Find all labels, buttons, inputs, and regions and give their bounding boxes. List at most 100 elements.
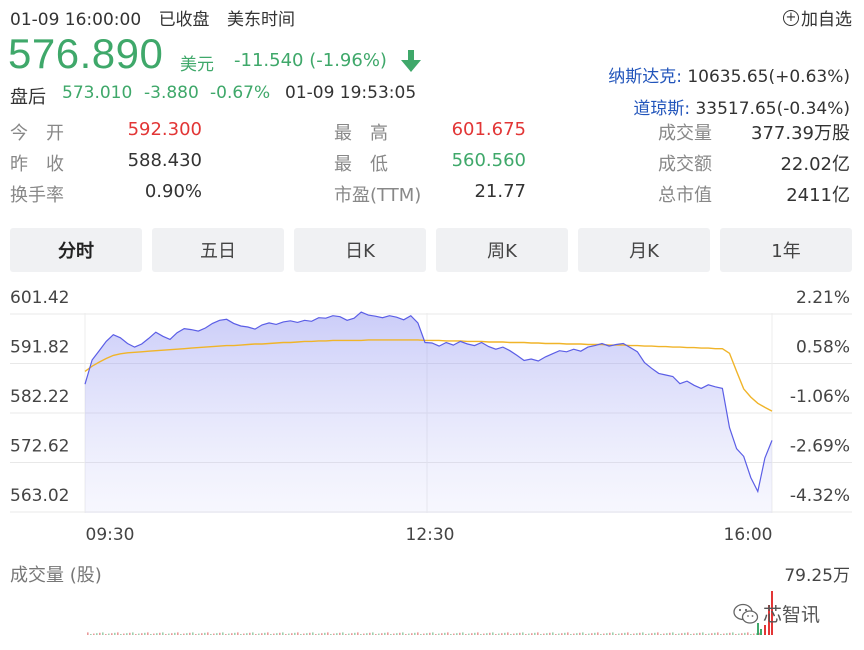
volume-bar: [720, 634, 722, 635]
tab-monthly-k[interactable]: 月K: [578, 228, 710, 272]
volume-bar: [387, 632, 389, 635]
volume-bar: [645, 634, 647, 635]
index-dow[interactable]: 道琼斯: 33517.65(-0.34%): [633, 94, 850, 119]
volume-bar: [402, 632, 404, 635]
volume-bar: [672, 632, 674, 635]
volume-bar: [327, 632, 329, 635]
volume-bar: [534, 632, 536, 635]
volume-bar: [216, 633, 218, 635]
add-watchlist-button[interactable]: + 加自选: [783, 5, 852, 30]
volume-bar: [414, 632, 416, 635]
volume-bar: [168, 633, 170, 635]
volume-bar: [456, 633, 458, 635]
volume-bar: [342, 632, 344, 635]
volume-bar: [201, 633, 203, 635]
y-tick-label: 601.42: [10, 288, 69, 308]
volume-bar: [405, 634, 407, 635]
volume-bar: [300, 634, 302, 635]
volume-bar: [423, 633, 425, 635]
volume-bar: [426, 633, 428, 635]
volume-bar: [483, 633, 485, 635]
volume-bar: [684, 632, 686, 635]
volume-bar: [432, 632, 434, 635]
volume-bar: [639, 632, 641, 635]
volume-bar: [597, 632, 599, 635]
market-status: 已收盘: [158, 10, 210, 30]
volume-bar: [357, 632, 359, 635]
volume-bar: [333, 633, 335, 635]
y-tick-label: 563.02: [10, 486, 69, 506]
volume-bar: [528, 633, 530, 635]
volume-bar: [708, 633, 710, 635]
y-pct-tick-label: -2.69%: [790, 437, 850, 457]
volume-bar: [567, 632, 569, 635]
tab-weekly-k[interactable]: 周K: [436, 228, 568, 272]
quote-datetime: 01-09 16:00:00: [10, 10, 142, 30]
volume-bar: [369, 632, 371, 635]
volume-bar: [213, 633, 215, 635]
volume-bar: [306, 633, 308, 635]
change-percent: (-1.96%): [309, 50, 387, 71]
volume-bar: [660, 634, 662, 635]
volume-bar: [486, 633, 488, 635]
volume-bar: [561, 633, 563, 635]
stat-value-volume: 377.39万股: [751, 123, 850, 144]
volume-bar: [471, 633, 473, 635]
volume-bar: [648, 633, 650, 635]
volume-bar: [363, 633, 365, 635]
volume-bar: [687, 632, 689, 635]
volume-bar: [156, 633, 158, 635]
volume-bar: [339, 632, 341, 635]
volume-bar: [603, 633, 605, 635]
volume-bar: [297, 632, 299, 635]
volume-bar: [555, 634, 557, 635]
volume-bar: [291, 633, 293, 635]
volume-bar: [636, 633, 638, 635]
volume-bar: [438, 633, 440, 635]
volume-bar: [180, 634, 182, 635]
quote-status-line: 01-09 16:00:00 已收盘 美东时间: [10, 5, 307, 30]
volume-bar: [441, 633, 443, 635]
volume-bar: [495, 634, 497, 635]
tab-daily-k[interactable]: 日K: [294, 228, 426, 272]
volume-bar: [348, 633, 350, 635]
volume-bar: [504, 632, 506, 635]
currency-label: 美元: [180, 55, 214, 75]
volume-bar: [237, 632, 239, 635]
change-amount: -11.540: [234, 50, 304, 71]
chart-axis-labels: 601.42 591.82 582.22 572.62 563.02 2.21% 0.58%…: [10, 288, 850, 545]
tab-intraday[interactable]: 分时: [10, 228, 142, 272]
volume-bar: [315, 634, 317, 635]
volume-bar: [171, 633, 173, 635]
tab-five-day[interactable]: 五日: [152, 228, 284, 272]
volume-bar: [117, 632, 119, 635]
volume-bar: [600, 634, 602, 635]
tab-one-year[interactable]: 1年: [720, 228, 852, 272]
volume-bar: [759, 632, 761, 635]
volume-bar: [174, 632, 176, 635]
volume-bar: [258, 633, 260, 635]
add-watchlist-label: 加自选: [801, 10, 852, 30]
volume-bar: [147, 632, 149, 635]
volume-axis-label: 成交量 (股): [10, 565, 102, 586]
volume-bar: [267, 632, 269, 635]
watermark-text: 芯智讯: [763, 604, 821, 626]
volume-bar: [447, 632, 449, 635]
volume-bar: [252, 632, 254, 635]
volume-bar: [393, 633, 395, 635]
volume-bar: [336, 633, 338, 635]
volume-bar: [663, 633, 665, 635]
index-nasdaq[interactable]: 纳斯达克: 10635.65(+0.63%): [608, 62, 850, 87]
volume-bar: [516, 633, 518, 635]
stat-value-pe-ttm: 21.77: [474, 181, 526, 202]
volume-bar: [750, 634, 752, 635]
after-hours-change-percent: -0.67%: [210, 83, 271, 103]
volume-bar: [681, 633, 683, 635]
volume-bar: [492, 632, 494, 635]
volume-bar: [474, 632, 476, 635]
volume-bar: [378, 633, 380, 635]
y-tick-label: 582.22: [10, 387, 69, 407]
stat-label-prev-close: 昨 收: [10, 154, 64, 175]
volume-bar: [552, 632, 554, 635]
watermark: 芯智讯: [733, 600, 820, 627]
